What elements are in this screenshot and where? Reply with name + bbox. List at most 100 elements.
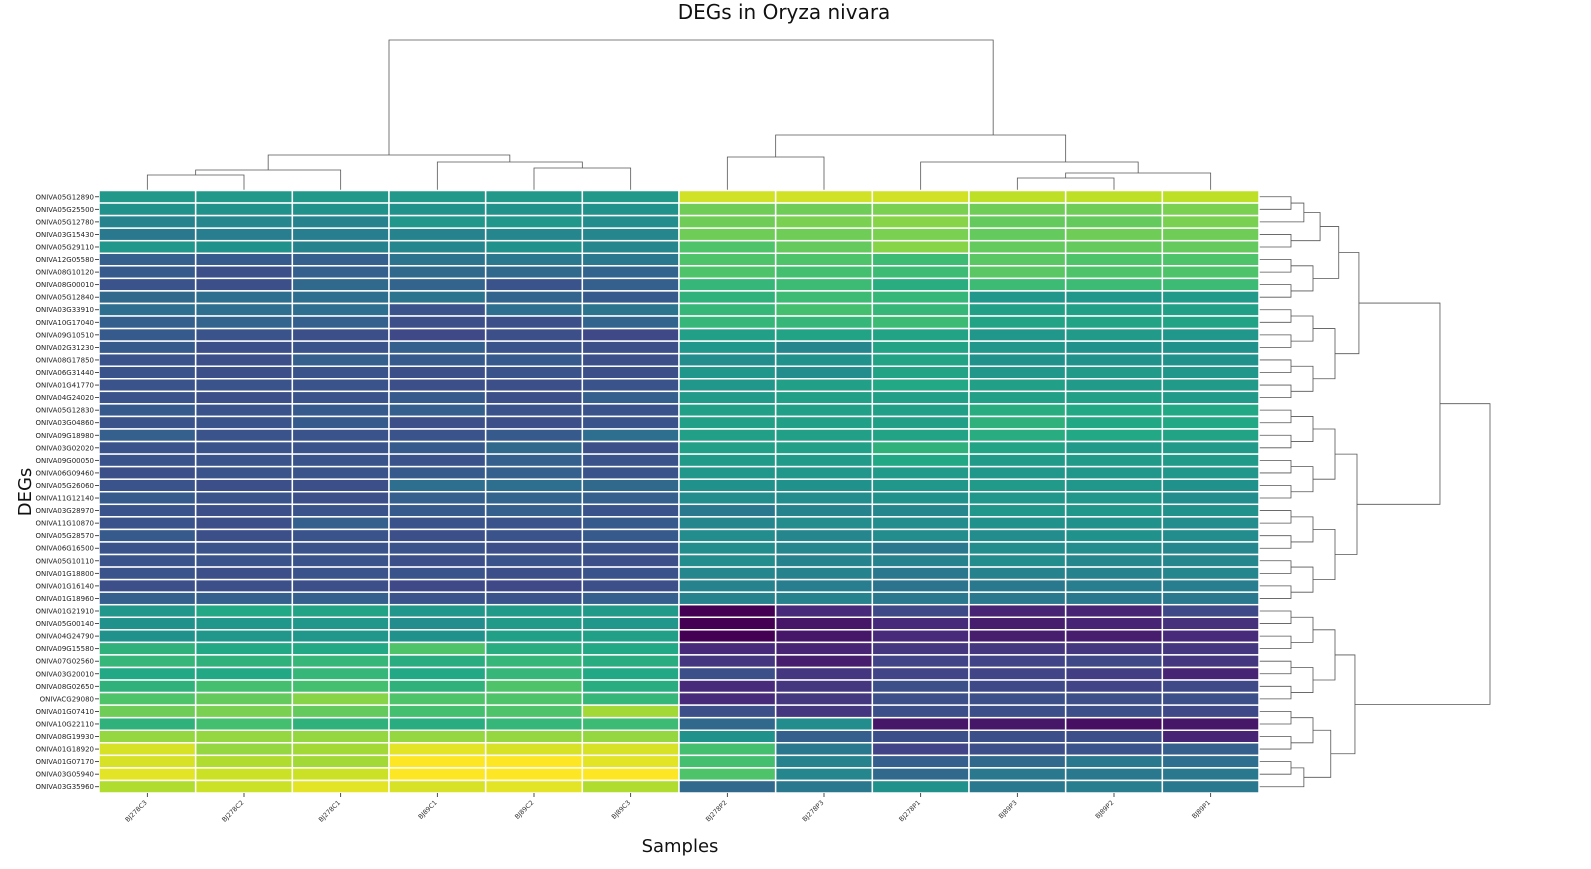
heatmap-cell — [98, 691, 197, 706]
heatmap-cell — [968, 390, 1067, 405]
heatmap-cell — [1064, 616, 1164, 631]
dendrogram-link — [1259, 685, 1292, 700]
heatmap-cell — [1161, 716, 1260, 731]
heatmap-cell — [774, 616, 874, 631]
heatmap-cell — [581, 252, 680, 267]
heatmap-cell — [581, 541, 680, 556]
heatmap-cell — [581, 189, 680, 204]
heatmap-cell — [581, 415, 680, 430]
heatmap-cell — [291, 541, 390, 556]
dendrogram-link — [1291, 616, 1314, 643]
row-label: ONIVA01G07410 — [35, 708, 94, 716]
dendrogram-link — [1330, 654, 1356, 755]
heatmap-cell — [291, 591, 390, 606]
heatmap-cell — [968, 691, 1067, 706]
heatmap-cell — [194, 704, 294, 719]
heatmap-cell — [194, 779, 294, 794]
heatmap-cell — [291, 302, 390, 317]
dendrogram-link — [1259, 767, 1305, 788]
heatmap-cell — [484, 340, 584, 355]
row-label: ONIVA02G31230 — [35, 344, 94, 352]
heatmap-cell — [291, 704, 390, 719]
heatmap-cell — [484, 478, 584, 493]
heatmap-cell — [291, 465, 390, 480]
heatmap-cell — [1161, 779, 1260, 794]
heatmap-cell — [388, 503, 487, 518]
heatmap-cell — [388, 591, 487, 606]
heatmap-cell — [1161, 290, 1260, 305]
heatmap-cell — [774, 767, 874, 782]
heatmap-cell — [291, 403, 390, 418]
heatmap-cell — [678, 265, 777, 280]
heatmap-cell — [678, 453, 777, 468]
dendrogram-link — [1335, 252, 1360, 355]
row-label: ONIVA05G25500 — [35, 206, 94, 214]
heatmap-cell — [484, 616, 584, 631]
heatmap-cell — [1161, 239, 1260, 255]
column-labels: BJ278C3 BJ278C2 BJ278C1 BJ89C1 BJ89C2 BJ89C3 B… — [124, 793, 1212, 824]
heatmap-cell — [774, 365, 874, 380]
heatmap-cell — [678, 277, 777, 292]
heatmap-cell — [291, 189, 390, 204]
heatmap-cell — [98, 679, 197, 694]
heatmap-cells — [98, 189, 1260, 794]
dendrogram-link — [1259, 196, 1292, 210]
heatmap-cell — [968, 302, 1067, 317]
heatmap-cell — [194, 754, 294, 769]
heatmap-cell — [968, 679, 1067, 694]
heatmap-cell — [291, 516, 390, 531]
dendrogram-link — [1291, 365, 1314, 392]
heatmap-cell — [968, 503, 1067, 518]
row-label: ONIVA11G10870 — [35, 520, 94, 528]
heatmap-cell — [774, 516, 874, 531]
heatmap-cell — [581, 365, 680, 380]
dendrogram-link — [146, 174, 245, 190]
heatmap-cell — [1064, 679, 1164, 694]
heatmap-cell — [484, 202, 584, 217]
heatmap-cell — [1064, 503, 1164, 518]
heatmap-cell — [678, 189, 777, 204]
heatmap-cell — [1064, 415, 1164, 430]
heatmap-cell — [1064, 779, 1164, 794]
heatmap-cell — [98, 641, 197, 656]
heatmap-cell — [484, 365, 584, 380]
heatmap-cell — [678, 315, 777, 330]
heatmap-cell — [1064, 767, 1164, 782]
heatmap-cell — [194, 428, 294, 443]
heatmap-cell — [678, 252, 777, 267]
heatmap-cell — [1161, 315, 1260, 330]
heatmap-cell — [98, 754, 197, 769]
dendrogram-link — [267, 154, 511, 170]
heatmap-cell — [774, 742, 874, 757]
heatmap-cell — [1064, 478, 1164, 493]
row-label: ONIVA10G17040 — [35, 319, 94, 327]
heatmap-cell — [291, 340, 390, 355]
heatmap-cell — [484, 553, 584, 568]
row-label: ONIVA05G12890 — [35, 193, 94, 201]
heatmap-cell — [194, 277, 294, 292]
heatmap-cell — [678, 465, 777, 480]
heatmap-cell — [388, 541, 487, 556]
heatmap-cell — [484, 603, 584, 619]
heatmap-cell — [774, 327, 874, 342]
heatmap-cell — [388, 465, 487, 480]
heatmap-cell — [1161, 327, 1260, 342]
heatmap-cell — [388, 453, 487, 468]
heatmap-cell — [194, 591, 294, 606]
heatmap-cell — [388, 265, 487, 280]
heatmap-cell — [98, 239, 197, 255]
heatmap-cell — [1161, 403, 1260, 418]
heatmap-cell — [1161, 365, 1260, 380]
row-label: ONIVA03G02020 — [35, 444, 94, 452]
heatmap-cell — [871, 265, 970, 280]
row-label: ONIVA09G10510 — [35, 331, 94, 339]
heatmap-cell — [678, 654, 777, 669]
heatmap-cell — [484, 654, 584, 669]
heatmap-cell — [388, 566, 487, 581]
heatmap-cell — [581, 591, 680, 606]
heatmap-cell — [388, 679, 487, 694]
heatmap-cell — [484, 779, 584, 794]
heatmap-cell — [774, 666, 874, 681]
heatmap-cell — [1064, 641, 1164, 656]
dendrogram-link — [1259, 259, 1292, 273]
